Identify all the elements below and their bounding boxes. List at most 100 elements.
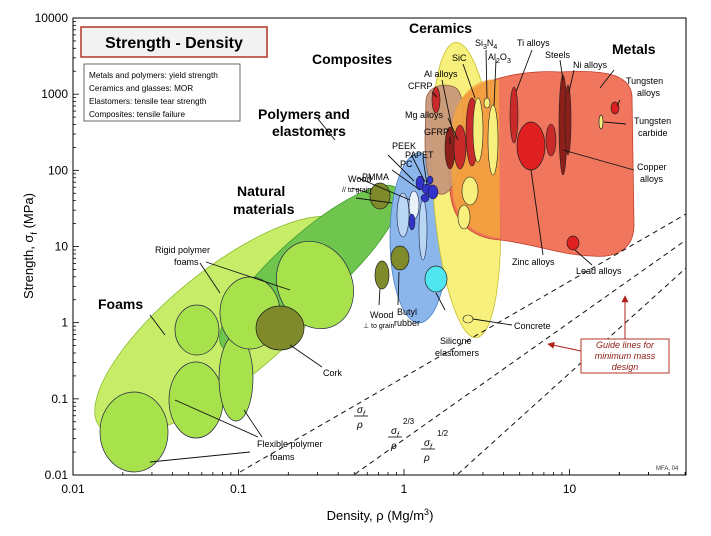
- concrete-bubble: [462, 314, 474, 324]
- label-al2o3: Al2O3: [488, 52, 511, 65]
- y-tick-label: 1: [61, 316, 68, 330]
- ceramic-bubble-1: [457, 204, 471, 230]
- leader-lines: [149, 49, 635, 463]
- guide-line-3: [457, 267, 687, 475]
- note-2: Ceramics and glasses: MOR: [89, 84, 193, 93]
- label-peek: PEEK: [392, 141, 416, 151]
- label-wood-par-1: Wood: [348, 174, 371, 184]
- label-flexible-foams-1: Flexible polymer: [257, 439, 323, 449]
- label-flexible-foams-2: foams: [270, 452, 295, 462]
- label-rigid-foams-1: Rigid polymer: [155, 245, 210, 255]
- label-silicone-1: Silicone: [440, 336, 472, 346]
- guide-line-1: [239, 213, 687, 473]
- title-box: [80, 26, 268, 58]
- y-tick-label: 0.1: [51, 392, 68, 406]
- tungsten-carbide-bubble: [598, 114, 604, 130]
- guide-label-2-exp: 2/3: [403, 417, 415, 426]
- label-butyl-1: Butyl: [397, 307, 417, 317]
- cork-bubble: [255, 305, 305, 351]
- label-copper-1: Copper: [637, 162, 667, 172]
- guide-label-3-exp: 1/2: [437, 429, 449, 438]
- label-pmma: PMMA: [362, 172, 389, 182]
- sic-bubble: [472, 97, 484, 163]
- al2o3-bubble: [487, 104, 499, 176]
- family-label-composites: Composites: [312, 51, 392, 67]
- ceramic-bubble-2: [461, 176, 479, 206]
- label-si3n4: Si3N4: [475, 38, 497, 51]
- pet-bubble: [426, 175, 434, 185]
- notes-box: [83, 63, 241, 122]
- rigid-foam-bubble-2: [276, 240, 354, 330]
- label-pa: PA: [405, 150, 416, 160]
- polymer-small-bubble: [408, 213, 416, 231]
- label-tungsten-alloys-1: Tungsten: [626, 76, 663, 86]
- silicone-bubble: [424, 265, 448, 293]
- chart-title: Strength - Density: [105, 35, 243, 52]
- family-label-natural-2: materials: [233, 201, 295, 217]
- label-silicone-2: elastomers: [435, 348, 480, 358]
- label-mg: Mg alloys: [405, 110, 444, 120]
- label-sic: SiC: [452, 53, 467, 63]
- butyl-bubble: [390, 245, 410, 271]
- material-bubbles: [99, 74, 620, 473]
- polymer-bubble-1: [396, 192, 410, 238]
- note-1: Metals and polymers: yield strength: [89, 71, 218, 80]
- x-axis-label: Density, ρ (Mg/m3): [327, 507, 434, 523]
- x-tick-label: 0.01: [61, 482, 85, 496]
- polymer-bubble-2: [418, 199, 428, 261]
- label-al: Al alloys: [424, 69, 458, 79]
- material-labels: Rigid polymer foams Flexible polymer foa…: [155, 38, 671, 462]
- note-3: Elastomers: tensile tear strength: [89, 97, 207, 106]
- zinc-bubble: [516, 121, 546, 171]
- label-cfrp: CFRP: [408, 81, 433, 91]
- x-tick-label: 1: [401, 482, 408, 496]
- label-gfrp: GFRP: [424, 127, 449, 137]
- label-tungsten-alloys-2: alloys: [637, 88, 661, 98]
- y-tick-label: 10000: [35, 11, 69, 25]
- family-label-polymers-1: Polymers and: [258, 106, 350, 122]
- label-copper-2: alloys: [640, 174, 664, 184]
- guide-note-line-3: design: [612, 362, 639, 372]
- family-label-ceramics: Ceramics: [409, 20, 472, 36]
- axes: 0.01 0.1 1 10 10000 1000 100 10 1 0.1 0.01: [35, 11, 686, 496]
- si3n4-bubble: [483, 97, 491, 109]
- guide-label-3-den: ρ: [423, 453, 430, 464]
- foam-bubble-1: [99, 391, 169, 473]
- mg-bubble: [453, 124, 467, 170]
- y-axis-label: Strength, σf (MPa): [21, 193, 39, 299]
- label-wood-perp-2: ⊥ to grain: [363, 323, 394, 330]
- guide-label-1-num: σf: [357, 405, 366, 418]
- label-pc: PC: [400, 159, 413, 169]
- label-ti: Ti alloys: [517, 38, 550, 48]
- x-tick-label: 10: [563, 482, 577, 496]
- foam-bubble-4: [174, 304, 220, 356]
- label-wood-par-2: // to grain: [342, 187, 371, 194]
- label-wood-perp-1: Wood: [370, 310, 393, 320]
- ti-bubble: [509, 86, 519, 144]
- ni-bubble: [564, 84, 572, 156]
- label-lead: Lead alloys: [576, 266, 622, 276]
- y-tick-label: 10: [55, 240, 69, 254]
- label-tungsten-carbide-1: Tungsten: [634, 116, 671, 126]
- label-tungsten-carbide-2: carbide: [638, 128, 668, 138]
- guide-lines: [239, 213, 687, 475]
- guide-labels: σf ρ σf ρ 2/3 σf ρ 1/2: [354, 405, 449, 464]
- y-tick-label: 0.01: [45, 468, 69, 482]
- note-4: Composites: tensile failure: [89, 110, 185, 119]
- peek-bubble: [427, 184, 439, 200]
- y-tick-label: 1000: [41, 87, 68, 101]
- label-pet: PET: [416, 150, 434, 160]
- label-ni: Ni alloys: [573, 60, 608, 70]
- guide-label-3-num: σf: [424, 438, 433, 451]
- label-concrete: Concrete: [514, 321, 551, 331]
- label-butyl-2: rubber: [394, 318, 420, 328]
- guide-label-2-num: σf: [391, 426, 400, 439]
- guide-label-2-den: ρ: [390, 441, 397, 452]
- guide-note-box: [580, 338, 670, 374]
- lead-bubble: [566, 235, 580, 251]
- pmma-bubble: [420, 193, 430, 203]
- guide-line-2: [354, 239, 687, 475]
- label-steels: Steels: [545, 50, 571, 60]
- wood-perp-bubble: [374, 260, 390, 290]
- x-tick-label: 0.1: [230, 482, 247, 496]
